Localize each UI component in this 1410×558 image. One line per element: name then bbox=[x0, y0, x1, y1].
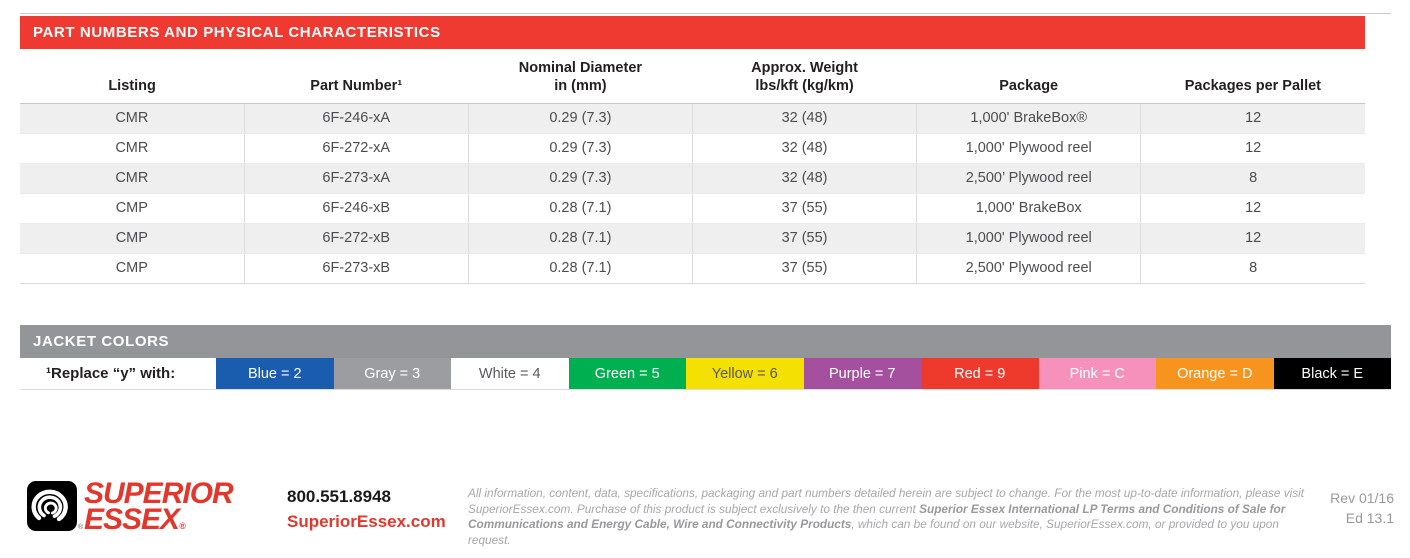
legal-disclaimer: All information, content, data, specific… bbox=[468, 486, 1306, 548]
column-header-part-number: Part Number¹ bbox=[244, 49, 469, 104]
part-numbers-table: Listing Part Number¹ Nominal Diameter in… bbox=[20, 49, 1365, 284]
part-numbers-section-header: PART NUMBERS AND PHYSICAL CHARACTERISTIC… bbox=[20, 16, 1365, 49]
legal-text-normal-1: All information, content, data, specific… bbox=[468, 486, 1305, 516]
cell-listing: CMP bbox=[20, 193, 245, 224]
table-row: CMP 6F-273-xB 0.28 (7.1) 37 (55) 2,500' … bbox=[20, 253, 1365, 284]
swatch-white: White = 4 bbox=[451, 358, 569, 389]
swatch-red: Red = 9 bbox=[921, 358, 1039, 389]
cell-package: 1,000' Plywood reel bbox=[916, 223, 1141, 254]
cell-listing: CMR bbox=[20, 133, 245, 164]
edition-line: Ed 13.1 bbox=[1345, 510, 1394, 526]
cell-packages-per-pallet: 12 bbox=[1140, 193, 1365, 224]
cell-listing: CMP bbox=[20, 253, 245, 284]
cell-packages-per-pallet: 12 bbox=[1140, 223, 1365, 254]
cell-package: 1,000' Plywood reel bbox=[916, 133, 1141, 164]
superior-essex-wordmark: SUPERIOR ESSEX® bbox=[84, 479, 234, 539]
cell-part-number: 6F-272-xB bbox=[243, 223, 469, 254]
wordmark-line2: ESSEX bbox=[84, 503, 180, 536]
cell-packages-per-pallet: 12 bbox=[1140, 103, 1365, 134]
cell-part-number: 6F-272-xA bbox=[243, 133, 469, 164]
cell-weight: 32 (48) bbox=[691, 133, 917, 164]
top-divider-rule bbox=[20, 13, 1391, 14]
swatch-blue: Blue = 2 bbox=[216, 358, 334, 389]
table-row: CMP 6F-246-xB 0.28 (7.1) 37 (55) 1,000' … bbox=[20, 193, 1365, 224]
revision-info: Rev 01/16 Ed 13.1 bbox=[1330, 488, 1394, 528]
cell-listing: CMR bbox=[20, 103, 245, 134]
table-row: CMR 6F-272-xA 0.29 (7.3) 32 (48) 1,000' … bbox=[20, 133, 1365, 164]
cell-part-number: 6F-273-xA bbox=[243, 163, 469, 194]
swatch-black: Black = E bbox=[1273, 358, 1391, 389]
legal-text-bold: Superior Essex International LP Terms an… bbox=[468, 501, 1286, 532]
cell-part-number: 6F-273-xB bbox=[243, 253, 469, 284]
logo-registered-mark: ® bbox=[78, 524, 84, 531]
column-header-listing: Listing bbox=[20, 49, 245, 104]
cell-weight: 37 (55) bbox=[691, 223, 917, 254]
swatch-purple: Purple = 7 bbox=[803, 358, 921, 389]
table-row: CMR 6F-273-xA 0.29 (7.3) 32 (48) 2,500’ … bbox=[20, 163, 1365, 194]
cell-packages-per-pallet: 12 bbox=[1140, 133, 1365, 164]
swatch-gray: Gray = 3 bbox=[333, 358, 451, 389]
column-header-packages-per-pallet: Packages per Pallet bbox=[1140, 49, 1365, 104]
column-header-approx-weight: Approx. Weight lbs/kft (kg/km) bbox=[692, 49, 917, 104]
cell-part-number: 6F-246-xB bbox=[243, 193, 469, 224]
legal-text-normal-2: , which can be found on our website, Sup… bbox=[468, 517, 1279, 547]
cell-package: 2,500' Plywood reel bbox=[916, 253, 1141, 284]
cell-diameter: 0.28 (7.1) bbox=[467, 193, 693, 224]
swatch-green: Green = 5 bbox=[568, 358, 686, 389]
footer-phone-number: 800.551.8948 bbox=[287, 487, 391, 506]
superior-essex-logo-icon bbox=[27, 481, 77, 531]
cell-weight: 32 (48) bbox=[691, 163, 917, 194]
cell-diameter: 0.28 (7.1) bbox=[467, 223, 693, 254]
cell-weight: 37 (55) bbox=[691, 193, 917, 224]
swatch-pink: Pink = C bbox=[1038, 358, 1156, 389]
swatch-orange: Orange = D bbox=[1156, 358, 1274, 389]
footer-website-link[interactable]: SuperiorEssex.com bbox=[287, 512, 446, 531]
wordmark-registered-mark: ® bbox=[179, 521, 186, 531]
table-row: CMP 6F-272-xB 0.28 (7.1) 37 (55) 1,000' … bbox=[20, 223, 1365, 254]
cell-listing: CMR bbox=[20, 163, 245, 194]
table-header-row: Listing Part Number¹ Nominal Diameter in… bbox=[20, 49, 1365, 104]
cell-package: 1,000' BrakeBox bbox=[916, 193, 1141, 224]
table-row: CMR 6F-246-xA 0.29 (7.3) 32 (48) 1,000' … bbox=[20, 103, 1365, 134]
replace-y-note: ¹Replace “y” with: bbox=[20, 358, 216, 389]
cell-diameter: 0.29 (7.3) bbox=[467, 103, 693, 134]
jacket-colors-section-header: JACKET COLORS bbox=[20, 325, 1391, 358]
wordmark-line1: SUPERIOR bbox=[84, 477, 234, 510]
column-header-package: Package bbox=[916, 49, 1141, 104]
cell-listing: CMP bbox=[20, 223, 245, 254]
cell-packages-per-pallet: 8 bbox=[1140, 163, 1365, 194]
swatch-yellow: Yellow = 6 bbox=[686, 358, 804, 389]
cell-diameter: 0.29 (7.3) bbox=[467, 133, 693, 164]
cell-diameter: 0.29 (7.3) bbox=[467, 163, 693, 194]
jacket-colors-legend: ¹Replace “y” with: Blue = 2 Gray = 3 Whi… bbox=[20, 358, 1391, 390]
cell-part-number: 6F-246-xA bbox=[243, 103, 469, 134]
cell-diameter: 0.28 (7.1) bbox=[467, 253, 693, 284]
cell-weight: 32 (48) bbox=[691, 103, 917, 134]
cell-package: 2,500’ Plywood reel bbox=[916, 163, 1141, 194]
cell-packages-per-pallet: 8 bbox=[1140, 253, 1365, 284]
column-header-nominal-diameter: Nominal Diameter in (mm) bbox=[468, 49, 693, 104]
revision-line: Rev 01/16 bbox=[1330, 490, 1394, 506]
cell-weight: 37 (55) bbox=[691, 253, 917, 284]
cell-package: 1,000' BrakeBox® bbox=[916, 103, 1141, 134]
